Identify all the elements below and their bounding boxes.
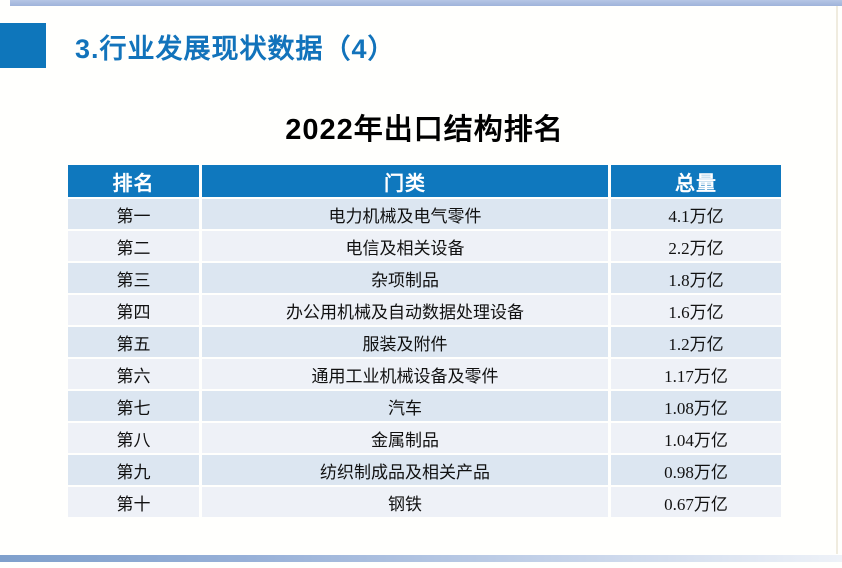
table-row: 第三 杂项制品 1.8万亿 <box>68 263 781 293</box>
category-cell: 杂项制品 <box>202 263 608 293</box>
rank-cell: 第一 <box>68 199 199 229</box>
table-row: 第四 办公用机械及自动数据处理设备 1.6万亿 <box>68 295 781 325</box>
category-cell: 金属制品 <box>202 423 608 453</box>
slide-right-border <box>836 6 838 554</box>
total-cell: 1.2万亿 <box>611 327 781 357</box>
table-row: 第六 通用工业机械设备及零件 1.17万亿 <box>68 359 781 389</box>
page-heading: 3.行业发展现状数据（4） <box>75 34 396 64</box>
heading-accent-square <box>0 23 46 68</box>
category-cell: 通用工业机械设备及零件 <box>202 359 608 389</box>
ranking-table-body: 第一 电力机械及电气零件 4.1万亿 第二 电信及相关设备 2.2万亿 第三 杂项制品 1.8万… <box>68 199 781 517</box>
rank-cell: 第二 <box>68 231 199 261</box>
total-cell: 2.2万亿 <box>611 231 781 261</box>
category-cell: 电信及相关设备 <box>202 231 608 261</box>
category-cell: 电力机械及电气零件 <box>202 199 608 229</box>
category-cell: 办公用机械及自动数据处理设备 <box>202 295 608 325</box>
table-row: 第七 汽车 1.08万亿 <box>68 391 781 421</box>
rank-cell: 第八 <box>68 423 199 453</box>
total-cell: 1.04万亿 <box>611 423 781 453</box>
rank-cell: 第三 <box>68 263 199 293</box>
category-cell: 钢铁 <box>202 487 608 517</box>
column-header-rank: 排名 <box>68 165 199 197</box>
rank-cell: 第六 <box>68 359 199 389</box>
table-title: 2022年出口结构排名 <box>285 114 564 146</box>
total-cell: 4.1万亿 <box>611 199 781 229</box>
total-cell: 1.8万亿 <box>611 263 781 293</box>
column-header-category: 门类 <box>202 165 608 197</box>
slide-top-border <box>10 0 842 6</box>
table-row: 第一 电力机械及电气零件 4.1万亿 <box>68 199 781 229</box>
ranking-table: 排名 门类 总量 第一 电力机械及电气零件 4.1万亿 第二 电信及相关设备 2.2万亿第… <box>68 165 781 517</box>
category-cell: 纺织制成品及相关产品 <box>202 455 608 485</box>
table-row: 第二 电信及相关设备 2.2万亿 <box>68 231 781 261</box>
rank-cell: 第四 <box>68 295 199 325</box>
table-row: 第十 钢铁 0.67万亿 <box>68 487 781 517</box>
total-cell: 1.08万亿 <box>611 391 781 421</box>
rank-cell: 第九 <box>68 455 199 485</box>
total-cell: 0.98万亿 <box>611 455 781 485</box>
total-cell: 1.17万亿 <box>611 359 781 389</box>
table-header-row: 排名 门类 总量 <box>68 165 781 197</box>
slide-bottom-border <box>0 555 842 562</box>
total-cell: 0.67万亿 <box>611 487 781 517</box>
column-header-total: 总量 <box>611 165 781 197</box>
rank-cell: 第七 <box>68 391 199 421</box>
table-row: 第八 金属制品 1.04万亿 <box>68 423 781 453</box>
table-row: 第五 服装及附件 1.2万亿 <box>68 327 781 357</box>
category-cell: 汽车 <box>202 391 608 421</box>
category-cell: 服装及附件 <box>202 327 608 357</box>
rank-cell: 第十 <box>68 487 199 517</box>
table-row: 第九 纺织制成品及相关产品 0.98万亿 <box>68 455 781 485</box>
total-cell: 1.6万亿 <box>611 295 781 325</box>
rank-cell: 第五 <box>68 327 199 357</box>
